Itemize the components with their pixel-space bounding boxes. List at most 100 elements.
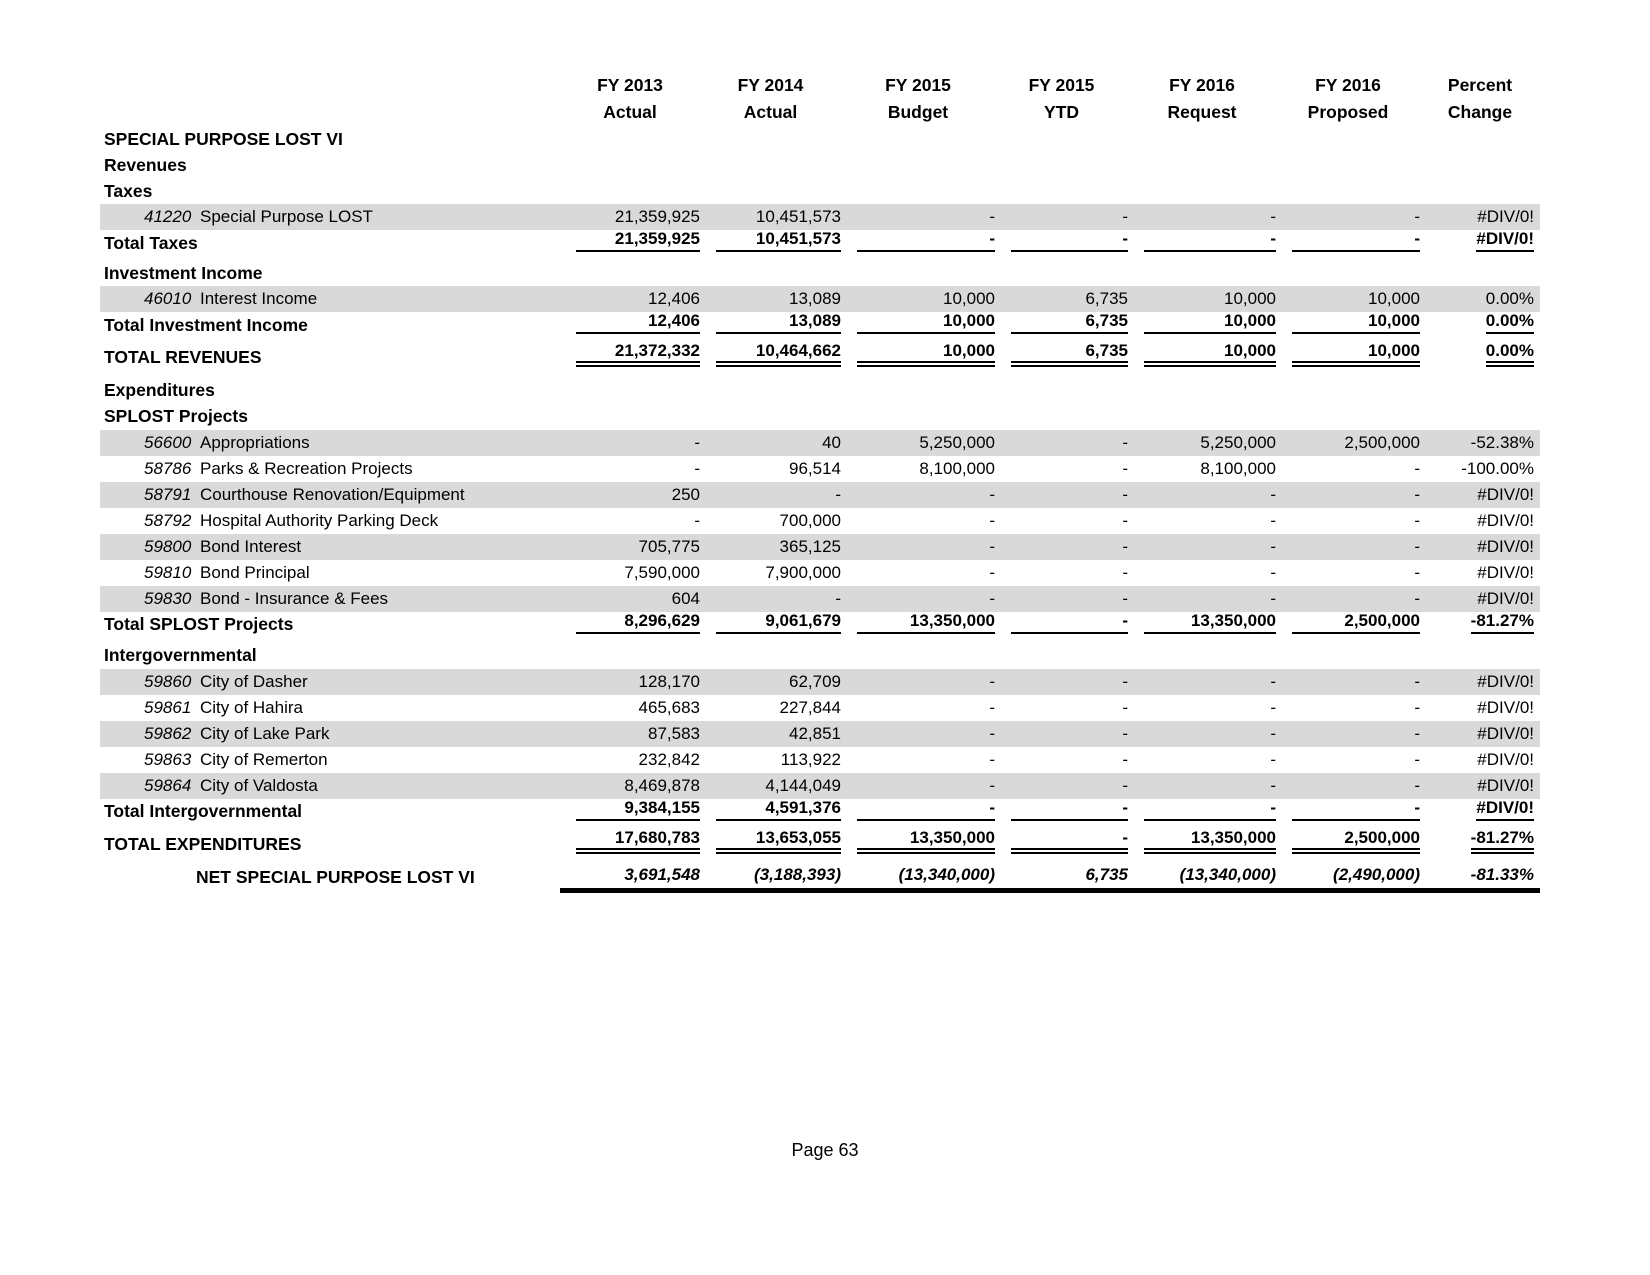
value-cell: 6,735 (995, 286, 1128, 312)
table-row: 59864 City of Valdosta 8,469,878 4,144,049-… (100, 772, 1540, 799)
underlined-value: - (857, 799, 995, 821)
value-cell: - (841, 230, 995, 256)
value-cell: - (1128, 720, 1276, 747)
table-row: 46010 Interest Income 12,406 13,089 10,000 6,… (100, 286, 1540, 312)
row-label: 59810 Bond Principal (100, 560, 560, 586)
underlined-value: 10,000 (1292, 342, 1420, 367)
underlined-value: #DIV/0! (1476, 230, 1534, 252)
underlined-value: - (1011, 612, 1128, 634)
value-cell: 0.00% (1420, 312, 1540, 338)
value-cell: 4,591,376 (700, 799, 841, 825)
value-cell: 10,000 (1128, 286, 1276, 312)
column-header: FY 2014 (737, 74, 804, 95)
value-cell: 87,583 (560, 720, 700, 747)
empty-cells (560, 260, 1540, 286)
column-header: Actual (603, 101, 657, 122)
value-cell: - (1128, 799, 1276, 825)
value-cell: - (841, 585, 995, 612)
spacer-cell (100, 371, 1540, 378)
value-cell: 10,451,573 (700, 204, 841, 230)
value-cell: - (1128, 481, 1276, 508)
table-row: Revenues (100, 152, 1540, 178)
column-header: Request (1167, 101, 1237, 122)
value-cell: - (1128, 204, 1276, 230)
underlined-value: -81.27% (1470, 828, 1534, 854)
table-row: 58786 Parks & Recreation Projects - 96,514 8… (100, 456, 1540, 482)
value-cell: 700,000 (779, 511, 841, 530)
column-header: Budget (887, 101, 949, 122)
account-code: 58792 (144, 511, 192, 530)
value-cell: #DIV/0! (1420, 799, 1540, 825)
underlined-value: 21,372,332 (576, 342, 700, 367)
value-cell: - (989, 563, 995, 582)
value-cell: 8,100,000 (1200, 459, 1276, 478)
table-row: 59863 City of Remerton 232,842 113,922 - - - - #… (100, 747, 1540, 773)
row-label: 59830 Bond - Insurance & Fees (100, 585, 560, 612)
value-cell: 113,922 (780, 750, 841, 769)
value-cell: - (995, 799, 1128, 825)
underlined-value: -81.27% (1470, 612, 1534, 634)
value-cell: 2,500,000 (1276, 828, 1420, 858)
value-cell: #DIV/0! (1420, 720, 1540, 747)
value-cell: - (1122, 511, 1128, 530)
value-cell: (3,188,393) (700, 860, 841, 894)
table-row: 59861 City of Hahira 465,683 227,844 - - - - #DI… (100, 695, 1540, 721)
row-label: 59861 City of Hahira (100, 695, 560, 721)
value-cell: - (989, 511, 995, 530)
underlined-value: - (1292, 799, 1420, 821)
value-cell: - (1128, 668, 1276, 695)
value-cell: 10,000 (1276, 342, 1420, 371)
value-cell: - (841, 668, 995, 695)
account-name: Courthouse Renovation/Equipment (200, 485, 465, 504)
value-cell: - (995, 612, 1128, 638)
underlined-value: 10,464,662 (716, 342, 841, 367)
row-label: 58792 Hospital Authority Parking Deck (100, 508, 560, 534)
value-cell: - (995, 429, 1128, 456)
value-cell: -81.33% (1420, 860, 1540, 894)
value-cell: #DIV/0! (1420, 668, 1540, 695)
table-row: Total Intergovernmental 9,384,155 4,591,37… (100, 799, 1540, 825)
value-cell: 17,680,783 (560, 828, 700, 858)
account-code: 41220 (144, 207, 192, 227)
table-row: 59860 City of Dasher 128,170 62,709- - - - #DIV… (100, 668, 1540, 695)
value-cell: - (700, 481, 841, 508)
underlined-value: 21,359,925 (576, 230, 700, 252)
value-cell: 10,451,573 (700, 230, 841, 256)
column-header: FY 2015 (885, 74, 951, 95)
table-row: TOTAL EXPENDITURES 17,680,783 13,653,055 13… (100, 828, 1540, 858)
row-label: 59862 City of Lake Park (100, 720, 560, 747)
table-row: SPECIAL PURPOSE LOST VI (100, 126, 1540, 152)
value-cell: 128,170 (560, 668, 700, 695)
account-code: 59860 (144, 672, 192, 691)
table-row: 59800 Bond Interest 705,775 365,125- - - - #DIV… (100, 533, 1540, 560)
account-code: 59800 (144, 537, 192, 556)
value-cell: - (841, 533, 995, 560)
account-name: Bond Interest (200, 537, 302, 556)
value-cell: - (1276, 204, 1420, 230)
value-cell: 465,683 (638, 698, 700, 717)
table-row: 56600 Appropriations -40 5,250,000-5,250,00… (100, 429, 1540, 456)
underlined-value: 10,000 (857, 312, 995, 334)
value-cell: - (1122, 459, 1128, 478)
underlined-value: 10,000 (857, 342, 995, 367)
value-cell: - (841, 772, 995, 799)
table-row: Total Taxes 21,359,925 10,451,573- - - - #DIV/… (100, 230, 1540, 256)
empty-cells (560, 178, 1540, 204)
underlined-value: 13,089 (716, 312, 841, 334)
account-name: Bond - Insurance & Fees (200, 589, 389, 608)
value-cell: 12,406 (560, 312, 700, 338)
value-cell: - (995, 533, 1128, 560)
value-cell: 8,469,878 (560, 772, 700, 799)
row-label: Intergovernmental (104, 645, 257, 666)
underlined-value: 0.00% (1485, 342, 1534, 367)
value-cell: - (1276, 720, 1420, 747)
value-cell: 13,089 (700, 312, 841, 338)
value-cell: - (1128, 585, 1276, 612)
row-label: Total SPLOST Projects (104, 614, 294, 635)
underlined-value: 13,350,000 (1144, 612, 1276, 634)
row-label: 56600 Appropriations (100, 429, 560, 456)
column-header: Change (1447, 101, 1513, 122)
underlined-value: 12,406 (576, 312, 700, 334)
value-cell: #DIV/0! (1477, 750, 1534, 769)
table-row: Investment Income (100, 260, 1540, 286)
